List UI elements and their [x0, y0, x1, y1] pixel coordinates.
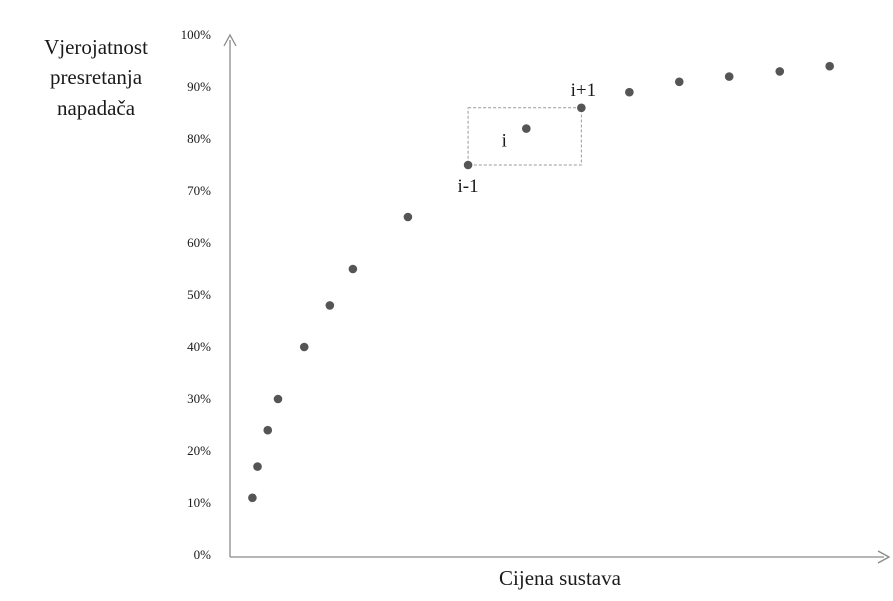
- y-tick-labels: 0% 10% 20% 30% 40% 50% 60% 70% 80% 90% 100%: [181, 27, 212, 562]
- y-tick-label: 100%: [181, 27, 212, 42]
- highlight-box: [467, 107, 582, 166]
- data-point: [325, 301, 335, 310]
- y-tick-label: 80%: [187, 131, 211, 146]
- y-tick-label: 60%: [187, 235, 211, 250]
- data-point: [273, 394, 283, 404]
- data-point: [463, 160, 473, 170]
- data-point: [348, 264, 358, 274]
- point-label: i+1: [571, 80, 597, 101]
- y-axis-title: Vjerojatnost presretanja napadača: [44, 35, 148, 120]
- y-tick-label: 30%: [187, 391, 211, 406]
- point-label: i: [502, 131, 507, 152]
- data-point: [775, 67, 785, 76]
- y-axis-arrow: [223, 33, 237, 47]
- data-point: [299, 342, 309, 352]
- y-tick-label: 40%: [187, 339, 211, 354]
- data-point: [522, 124, 531, 133]
- y-tick-label: 50%: [187, 287, 211, 302]
- data-point: [263, 425, 273, 435]
- data-point: [825, 61, 834, 71]
- point-annotations: i-1 i i+1: [458, 80, 597, 197]
- y-axis-title-line-3: napadača: [57, 96, 136, 120]
- point-label: i-1: [458, 176, 479, 197]
- data-point: [577, 103, 586, 113]
- y-axis-title-line-1: Vjerojatnost: [44, 35, 148, 59]
- y-tick-label: 20%: [187, 443, 211, 458]
- y-tick-label: 10%: [187, 495, 211, 510]
- x-axis-arrow: [877, 550, 891, 564]
- y-tick-label: 90%: [187, 79, 211, 94]
- y-tick-label: 70%: [187, 183, 211, 198]
- y-axis-title-line-2: presretanja: [50, 65, 143, 89]
- data-points: [248, 61, 834, 503]
- x-axis-title: Cijena sustava: [499, 566, 622, 590]
- data-point: [625, 87, 634, 97]
- y-tick-label: 0%: [194, 547, 212, 562]
- data-point: [674, 77, 684, 87]
- data-point: [403, 212, 413, 222]
- data-point: [724, 72, 734, 81]
- data-point: [248, 493, 257, 503]
- data-point: [253, 462, 262, 471]
